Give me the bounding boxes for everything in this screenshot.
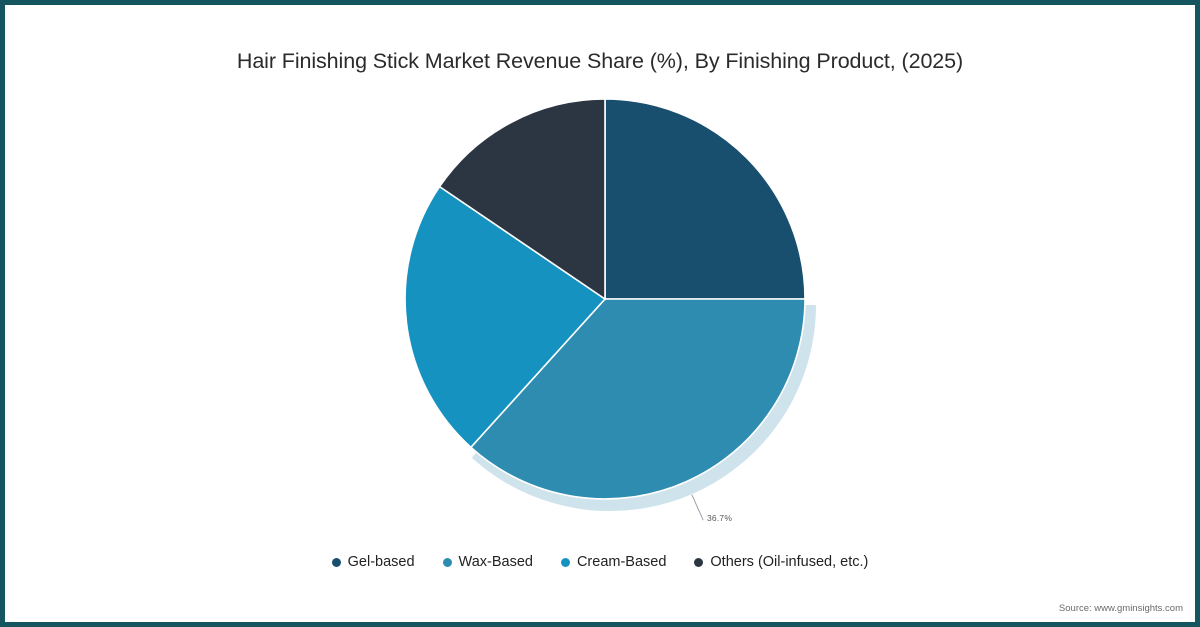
- legend-dot-icon: [694, 557, 704, 567]
- pie-slice-others[interactable]: [438, 98, 606, 301]
- data-label-leader-line: [691, 494, 704, 521]
- legend-item-label: Cream-Based: [576, 554, 667, 570]
- legend-item-others[interactable]: Others (Oil-infused, etc.): [694, 555, 868, 570]
- pie-chart-svg: [404, 98, 816, 521]
- chart-legend: Gel-based Wax-Based Cream-Based Others (…: [5, 555, 1195, 570]
- pie-slice-gel-based[interactable]: [604, 98, 806, 300]
- pie-chart-plot-area: 36.7%: [5, 5, 1195, 622]
- legend-dot-icon: [560, 557, 570, 567]
- legend-item-gel-based[interactable]: Gel-based: [331, 554, 415, 570]
- page-title: Hair Finishing Stick Market Revenue Shar…: [236, 49, 964, 73]
- legend-dot-icon: [331, 557, 341, 567]
- pie-slice-cream-based[interactable]: [404, 185, 607, 449]
- legend-item-label: Others (Oil-infused, etc.): [710, 554, 869, 570]
- legend-dot-icon: [442, 557, 452, 567]
- legend-item-label: Wax-Based: [458, 554, 533, 570]
- legend-item-wax-based[interactable]: Wax-Based: [442, 554, 533, 570]
- legend-item-cream-based[interactable]: Cream-Based: [560, 554, 667, 570]
- data-label-wax-based: 36.7%: [707, 513, 733, 523]
- pie-slice-wax-based[interactable]: [469, 298, 806, 500]
- source-attribution: Source: www.gminsights.com: [1058, 603, 1183, 614]
- legend-item-label: Gel-based: [347, 554, 415, 570]
